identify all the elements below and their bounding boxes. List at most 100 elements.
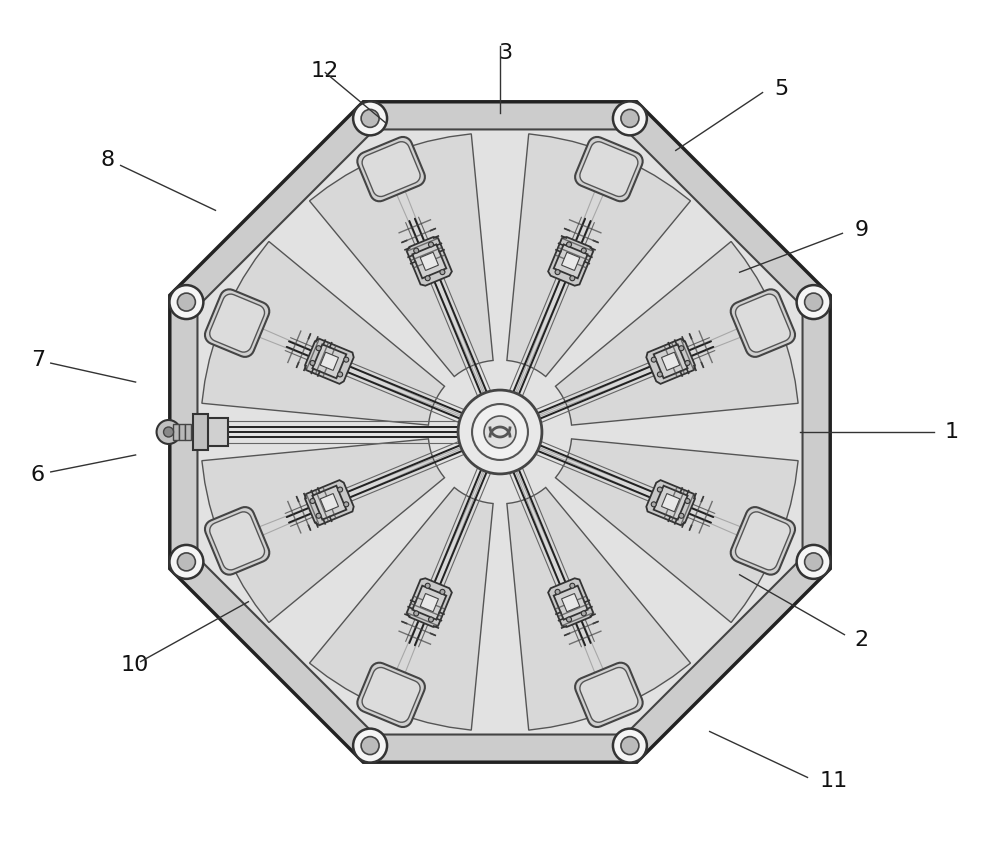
Polygon shape [554, 586, 588, 620]
Circle shape [797, 285, 831, 319]
Circle shape [157, 420, 181, 444]
Circle shape [414, 611, 419, 616]
Polygon shape [362, 142, 420, 196]
Circle shape [338, 372, 343, 377]
Polygon shape [554, 245, 588, 278]
Circle shape [613, 101, 647, 135]
Polygon shape [736, 294, 790, 352]
Circle shape [621, 737, 639, 755]
Circle shape [555, 589, 560, 594]
Circle shape [316, 346, 321, 351]
Circle shape [316, 513, 321, 518]
Polygon shape [170, 102, 830, 762]
Circle shape [581, 611, 586, 616]
Circle shape [353, 101, 387, 135]
Circle shape [425, 583, 430, 588]
Polygon shape [420, 252, 438, 270]
Polygon shape [646, 339, 695, 384]
Polygon shape [662, 352, 680, 371]
Circle shape [679, 346, 684, 351]
Polygon shape [185, 424, 191, 440]
Polygon shape [179, 424, 185, 440]
Text: 3: 3 [498, 42, 512, 63]
Polygon shape [654, 485, 688, 519]
Polygon shape [193, 414, 208, 450]
Circle shape [805, 552, 823, 571]
Circle shape [484, 416, 516, 448]
Circle shape [361, 110, 379, 128]
Circle shape [613, 728, 647, 762]
Polygon shape [731, 289, 795, 357]
Polygon shape [580, 142, 638, 196]
Polygon shape [173, 424, 179, 440]
Circle shape [164, 427, 174, 437]
Circle shape [428, 242, 433, 247]
Circle shape [472, 404, 528, 460]
Circle shape [567, 617, 572, 622]
Polygon shape [312, 485, 346, 519]
Polygon shape [309, 487, 493, 730]
Polygon shape [210, 512, 264, 570]
Circle shape [177, 293, 195, 311]
Polygon shape [205, 289, 269, 357]
Circle shape [440, 269, 445, 275]
Text: 6: 6 [31, 465, 45, 484]
Text: 7: 7 [31, 350, 45, 370]
Polygon shape [305, 339, 354, 384]
Circle shape [428, 617, 433, 622]
Polygon shape [731, 507, 795, 575]
Polygon shape [662, 494, 680, 512]
Circle shape [169, 545, 203, 579]
Text: 10: 10 [121, 654, 149, 675]
Circle shape [414, 248, 419, 253]
Text: 2: 2 [854, 630, 869, 649]
Polygon shape [736, 512, 790, 570]
Circle shape [679, 513, 684, 518]
Polygon shape [654, 344, 688, 378]
Circle shape [657, 372, 662, 377]
Circle shape [177, 552, 195, 571]
Polygon shape [575, 137, 643, 201]
Polygon shape [305, 480, 354, 525]
Circle shape [651, 502, 656, 507]
Polygon shape [407, 237, 452, 286]
Polygon shape [320, 352, 338, 371]
Polygon shape [202, 241, 445, 425]
Polygon shape [320, 494, 338, 512]
Polygon shape [407, 578, 452, 627]
Circle shape [570, 275, 575, 281]
Circle shape [581, 248, 586, 253]
Polygon shape [205, 507, 269, 575]
Circle shape [440, 589, 445, 594]
Text: 11: 11 [819, 772, 848, 791]
Circle shape [169, 285, 203, 319]
Polygon shape [562, 593, 580, 612]
Text: 5: 5 [775, 78, 789, 99]
Circle shape [685, 360, 690, 366]
Polygon shape [420, 593, 438, 612]
Circle shape [651, 357, 656, 362]
Polygon shape [312, 344, 346, 378]
Circle shape [805, 293, 823, 311]
Circle shape [310, 360, 315, 366]
Circle shape [555, 269, 560, 275]
Circle shape [657, 487, 662, 492]
Circle shape [425, 275, 430, 281]
Polygon shape [200, 418, 228, 446]
Polygon shape [412, 245, 446, 278]
Polygon shape [580, 667, 638, 722]
Polygon shape [646, 480, 695, 525]
Text: 1: 1 [944, 422, 958, 442]
Circle shape [567, 242, 572, 247]
Polygon shape [555, 241, 798, 425]
Circle shape [685, 499, 690, 503]
Text: 12: 12 [310, 60, 339, 81]
Polygon shape [362, 667, 420, 722]
Circle shape [361, 737, 379, 755]
Circle shape [353, 728, 387, 762]
Circle shape [570, 583, 575, 588]
Polygon shape [202, 439, 445, 622]
Circle shape [458, 390, 542, 474]
Polygon shape [357, 663, 425, 727]
Polygon shape [412, 586, 446, 620]
